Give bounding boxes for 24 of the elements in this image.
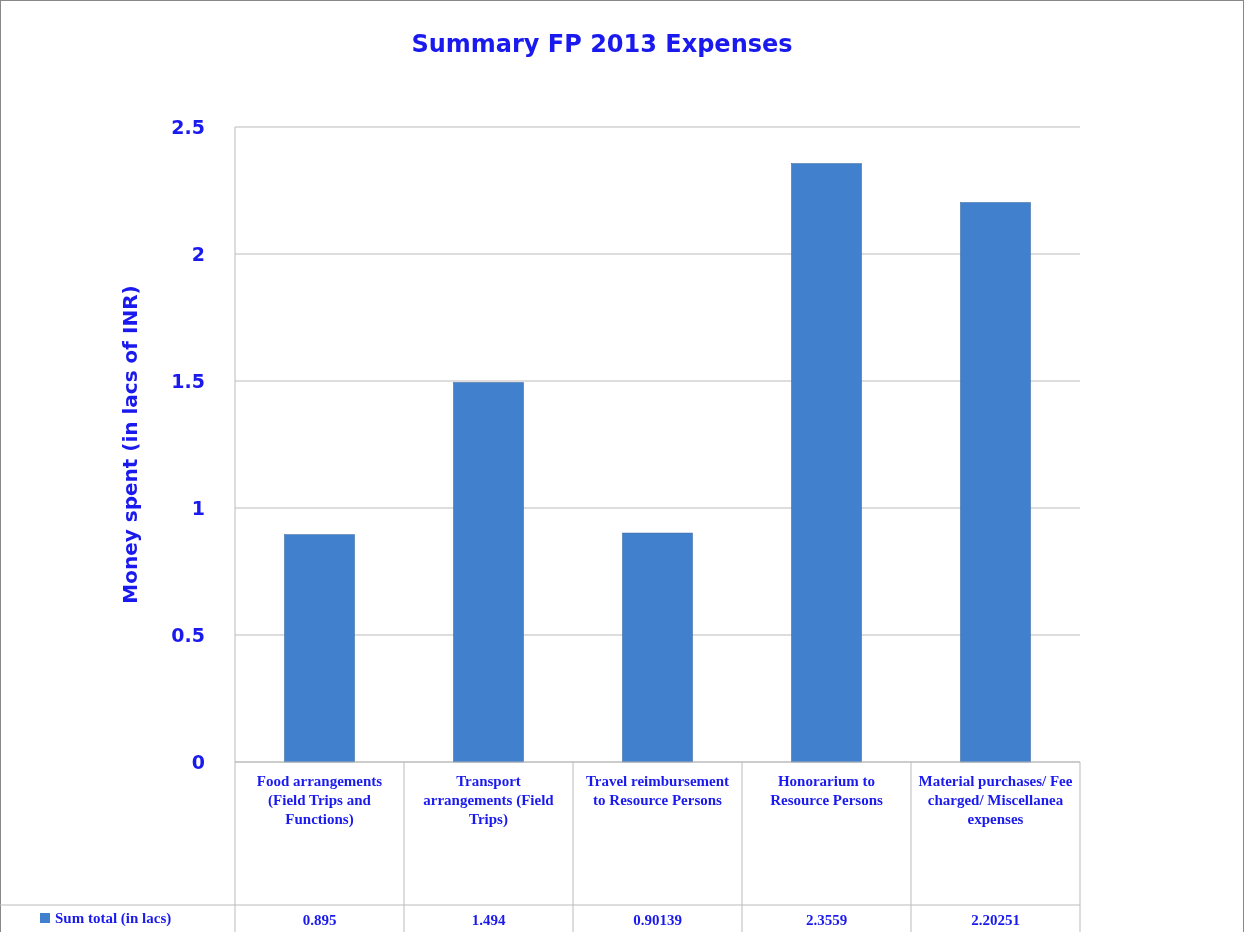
y-tick-label: 0.5	[171, 624, 205, 646]
bar	[453, 382, 524, 763]
bar	[284, 534, 355, 763]
data-label: 2.20251	[971, 912, 1020, 928]
y-tick-label: 0	[191, 751, 205, 773]
x-tick-label: Food arrangements (Field Trips and Functions)	[256, 773, 383, 828]
y-tick-label: 1.5	[171, 370, 205, 392]
data-label: 1.494	[471, 912, 506, 928]
data-label: 0.895	[302, 912, 337, 928]
y-tick-label: 2.5	[171, 116, 205, 138]
bar	[791, 163, 862, 763]
x-tick-label: Material purchases/ Fee charged/ Miscellanea expenses	[918, 773, 1073, 827]
chart-title: Summary FP 2013 Expenses	[411, 30, 793, 58]
bar	[960, 202, 1031, 763]
legend-label: Sum total (in lacs)	[55, 910, 172, 927]
data-label: 0.90139	[633, 912, 682, 928]
x-tick-label: Travel reimbursement to Resource Persons	[585, 773, 730, 808]
x-tick-label: Transport arrangements (Field Trips)	[423, 773, 555, 828]
bar	[622, 532, 693, 763]
y-axis-title: Money spent (in lacs of INR)	[118, 285, 142, 604]
data-label: 2.3559	[805, 912, 848, 928]
x-tick-label: Honorarium to Resource Persons	[770, 773, 883, 808]
y-tick-label: 2	[191, 243, 205, 265]
y-tick-label: 1	[191, 497, 205, 519]
